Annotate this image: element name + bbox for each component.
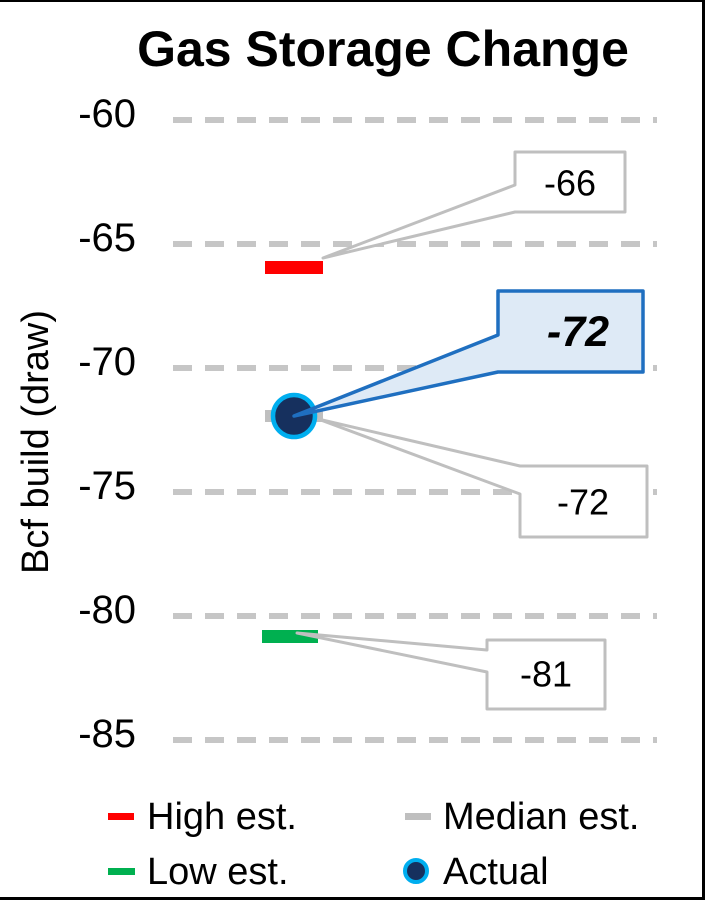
callout-median-box [316,417,649,539]
legend-low-swatch [108,868,135,875]
callout-actual: -72 [292,289,645,418]
y-tick-neg60: -60 [78,92,136,136]
y-tick-neg65: -65 [78,216,136,260]
legend-high-label: High est. [147,796,297,838]
legend-item-high: High est. [108,796,297,838]
callout-high-estimate: -66 [321,150,627,260]
legend-actual-swatch [403,858,429,884]
y-tick-neg75: -75 [78,464,136,508]
y-tick-neg85: -85 [78,712,136,756]
legend-actual-label: Actual [443,851,549,893]
callout-median-value: -72 [557,482,609,523]
callout-low-value: -81 [520,654,572,695]
y-axis-title: Bcf build (draw) [15,310,57,574]
y-tick-neg70: -70 [78,340,136,384]
legend-low-label: Low est. [147,851,289,893]
legend-high-swatch [108,813,134,820]
legend-item-low: Low est. [108,851,289,893]
legend-item-median: Median est. [405,796,639,838]
callout-high-box [321,150,627,260]
callout-actual-box [292,289,645,418]
callout-high-value: -66 [544,163,596,204]
callout-median-estimate: -72 [316,417,649,539]
chart-title: Gas Storage Change [137,21,629,77]
legend-item-actual: Actual [403,851,549,893]
callout-low-box [295,631,607,711]
legend-median-swatch [405,813,431,820]
callout-actual-value: -72 [547,308,609,356]
legend: High est. Median est. Low est. Actual [108,796,639,893]
high-estimate-marker [265,261,323,274]
y-tick-neg80: -80 [78,588,136,632]
y-tick-labels: -60 -65 -70 -75 -80 -85 [78,92,136,756]
callout-low-estimate: -81 [295,631,607,711]
legend-median-label: Median est. [443,796,639,838]
